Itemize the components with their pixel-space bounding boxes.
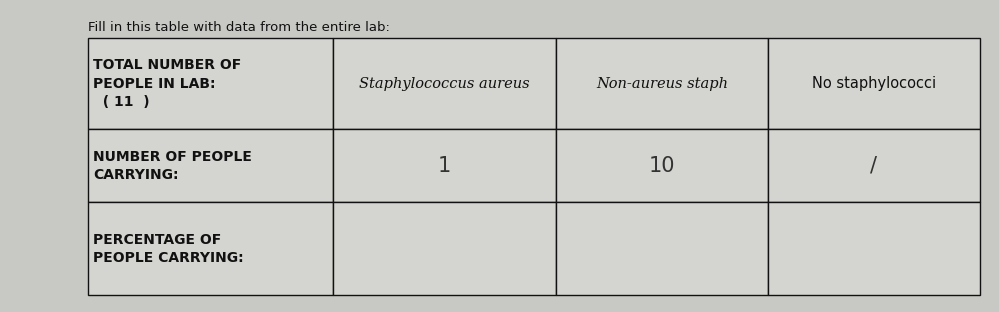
Bar (334, 202, 556, 295)
Text: Staphylococcus aureus: Staphylococcus aureus (360, 77, 530, 90)
Text: NUMBER OF PEOPLE
CARRYING:: NUMBER OF PEOPLE CARRYING: (93, 150, 252, 182)
Bar (334, 38, 556, 129)
Bar (88, 38, 334, 129)
Text: TOTAL NUMBER OF
PEOPLE IN LAB:
  ( 11  ): TOTAL NUMBER OF PEOPLE IN LAB: ( 11 ) (93, 58, 241, 109)
Bar (767, 202, 980, 295)
Bar (556, 38, 767, 129)
Text: No staphylococci: No staphylococci (812, 76, 936, 91)
Bar (767, 38, 980, 129)
Text: PERCENTAGE OF
PEOPLE CARRYING:: PERCENTAGE OF PEOPLE CARRYING: (93, 232, 244, 265)
Bar (334, 129, 556, 202)
Text: Non-aureus staph: Non-aureus staph (596, 77, 728, 90)
Bar (556, 202, 767, 295)
Bar (88, 202, 334, 295)
Bar (556, 129, 767, 202)
Text: /: / (870, 156, 877, 176)
Text: 10: 10 (648, 156, 675, 176)
Bar (88, 129, 334, 202)
Text: 1: 1 (439, 156, 452, 176)
Text: Fill in this table with data from the entire lab:: Fill in this table with data from the en… (88, 21, 390, 34)
Bar (767, 129, 980, 202)
